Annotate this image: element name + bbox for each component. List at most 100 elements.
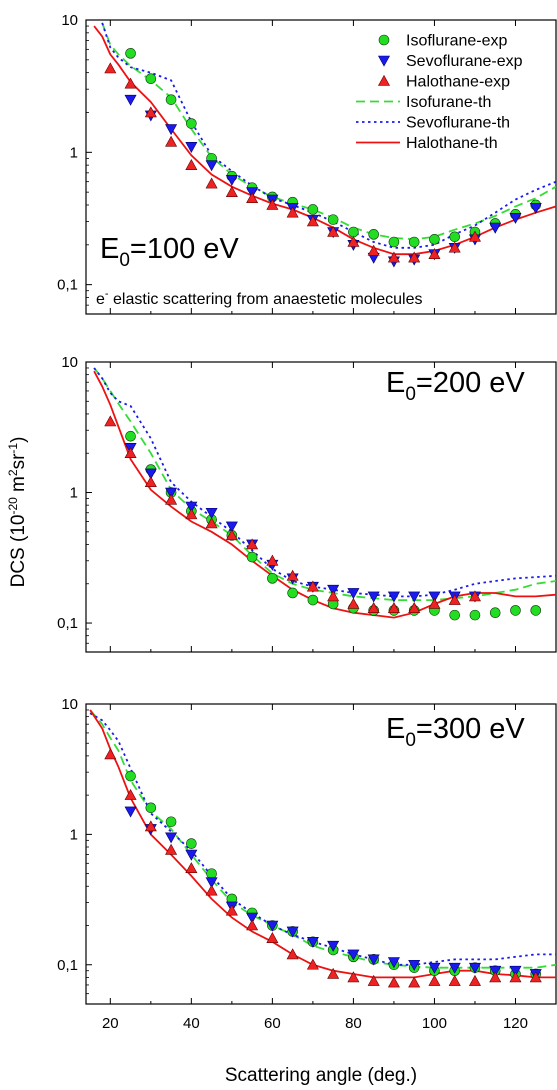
data-point-halothane-exp	[408, 976, 421, 988]
energy-label-middle: E0=200 eV	[386, 367, 525, 405]
data-point-halothane-exp	[428, 248, 441, 259]
data-point-sevoflurane-exp	[408, 591, 421, 603]
data-point-isoflurane-exp	[125, 48, 136, 59]
legend-item-isofurane-th: Isofurane-th	[356, 94, 491, 111]
data-point-sevoflurane-exp	[165, 124, 178, 136]
data-point-halothane-exp	[489, 971, 502, 983]
data-point-halothane-exp	[185, 862, 198, 874]
legend-label: Sevoflurane-th	[406, 115, 510, 132]
series-line-isofurane-th	[93, 367, 556, 601]
data-point-isoflurane-exp	[145, 73, 157, 85]
series-line-halothane-th	[93, 370, 556, 619]
data-point-halothane-exp	[306, 215, 319, 227]
y-tick-label: 0,1	[57, 615, 78, 632]
legend-label: Halothane-th	[406, 135, 498, 152]
data-point-halothane-exp	[306, 958, 319, 970]
data-point-halothane-exp	[165, 843, 178, 855]
x-tick-label: 100	[422, 1015, 447, 1032]
series-line-sevoflurane-th	[101, 22, 556, 249]
data-point-sevoflurane-exp	[387, 957, 400, 969]
data-point-halothane-exp	[205, 884, 218, 896]
panel-top-axes: 10 1 0,1	[57, 12, 557, 315]
y-tick-label: 10	[61, 354, 78, 371]
data-point-halothane-exp	[529, 971, 542, 983]
y-tick-label: 1	[70, 485, 78, 502]
data-point-sevoflurane-exp	[387, 591, 400, 603]
data-point-isoflurane-exp	[429, 234, 440, 245]
data-point-isoflurane-exp	[449, 609, 461, 621]
legend: Isoflurane-exp Sevoflurane-exp Halothane-e…	[356, 33, 523, 152]
data-point-halothane-exp	[306, 580, 319, 592]
data-point-isoflurane-exp	[145, 802, 157, 814]
data-point-halothane-exp	[387, 976, 400, 988]
data-point-halothane-exp	[347, 971, 360, 983]
data-point-halothane-exp	[205, 517, 218, 529]
data-point-isoflurane-exp	[267, 573, 278, 584]
data-point-sevoflurane-exp	[286, 926, 299, 938]
data-point-halothane-exp	[225, 529, 238, 541]
data-point-sevoflurane-exp	[124, 94, 137, 106]
panel-bottom-series	[89, 709, 556, 988]
data-point-sevoflurane-exp	[509, 965, 522, 977]
data-point-sevoflurane-exp	[205, 160, 218, 172]
x-tick-label: 60	[264, 1015, 281, 1032]
legend-label: Sevoflurane-exp	[406, 53, 523, 70]
data-point-isoflurane-exp	[530, 605, 542, 616]
data-point-isoflurane-exp	[186, 838, 197, 849]
data-point-halothane-exp	[266, 554, 279, 566]
data-point-halothane-exp	[286, 206, 299, 218]
y-tick-label: 1	[70, 826, 78, 843]
data-point-halothane-exp	[246, 919, 259, 931]
data-point-sevoflurane-exp	[468, 962, 481, 974]
data-point-isoflurane-exp	[246, 551, 258, 563]
data-point-isoflurane-exp	[368, 229, 379, 240]
data-point-halothane-exp	[448, 593, 461, 605]
legend-item-sevoflurane-th: Sevoflurane-th	[356, 115, 510, 132]
scattering-annotation: e- elastic scattering from anaestetic mo…	[96, 288, 423, 308]
data-point-halothane-exp	[246, 538, 259, 550]
panel-middle-frame	[85, 361, 557, 653]
data-point-sevoflurane-exp	[165, 832, 178, 844]
data-point-sevoflurane-exp	[266, 920, 279, 932]
data-point-halothane-exp	[185, 508, 198, 520]
data-point-halothane-exp	[347, 597, 360, 609]
y-axis-title: DCS (10-20 m2sr-1)	[6, 437, 29, 588]
legend-item-isoflurane-exp: Isoflurane-exp	[378, 33, 507, 50]
data-point-halothane-exp	[387, 251, 400, 263]
data-point-halothane-exp	[165, 493, 178, 505]
data-point-halothane-exp	[286, 948, 299, 960]
legend-item-halothane-exp: Halothane-exp	[377, 74, 510, 91]
data-point-sevoflurane-exp	[225, 521, 238, 533]
data-point-sevoflurane-exp	[529, 203, 542, 215]
y-tick-label: 10	[61, 12, 78, 29]
data-point-halothane-exp	[468, 230, 481, 242]
data-point-isoflurane-exp	[489, 607, 501, 619]
data-point-isoflurane-exp	[327, 214, 339, 225]
data-point-halothane-exp	[468, 590, 481, 602]
legend-marker	[377, 74, 391, 86]
data-point-isoflurane-exp	[449, 231, 461, 243]
data-point-halothane-exp	[468, 974, 481, 986]
legend-label: Isofurane-th	[406, 94, 491, 111]
data-point-isoflurane-exp	[165, 816, 177, 828]
data-point-halothane-exp	[448, 974, 461, 986]
data-point-isoflurane-exp	[510, 605, 521, 616]
energy-label-bottom: E0=300 eV	[386, 713, 525, 751]
data-point-sevoflurane-exp	[165, 487, 178, 499]
data-point-sevoflurane-exp	[448, 962, 461, 974]
data-point-sevoflurane-exp	[185, 849, 198, 861]
x-tick-label: 20	[102, 1015, 119, 1032]
data-point-halothane-exp	[185, 159, 198, 170]
series-line-isofurane-th	[89, 709, 556, 969]
data-point-sevoflurane-exp	[124, 806, 137, 818]
data-point-halothane-exp	[205, 177, 218, 189]
x-tick-label: 40	[183, 1015, 200, 1032]
data-point-sevoflurane-exp	[489, 222, 502, 234]
data-point-isoflurane-exp	[206, 868, 217, 879]
data-point-halothane-exp	[367, 602, 380, 613]
data-point-halothane-exp	[408, 602, 421, 613]
legend-label: Isoflurane-exp	[406, 33, 507, 50]
y-tick-label: 1	[70, 144, 78, 161]
data-point-halothane-exp	[367, 244, 380, 256]
